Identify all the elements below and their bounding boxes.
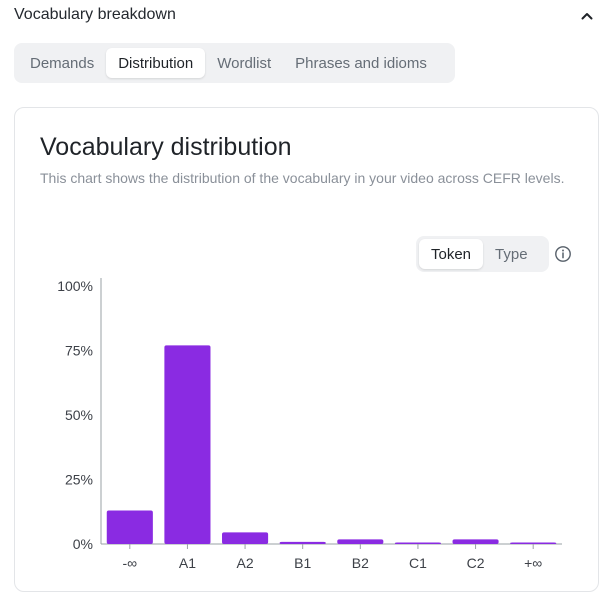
bar-2 <box>222 532 269 544</box>
x-tick-label: C2 <box>467 555 485 571</box>
y-tick-label: 50% <box>65 407 93 423</box>
tab-phrases-and-idioms[interactable]: Phrases and idioms <box>295 54 427 72</box>
x-tick-label: A1 <box>179 555 196 571</box>
bar-6 <box>452 539 499 544</box>
bar-4 <box>337 539 384 544</box>
y-tick-label: 25% <box>65 472 93 488</box>
toggle-type[interactable]: Type <box>495 245 528 263</box>
tab-demands[interactable]: Demands <box>30 54 95 72</box>
distribution-chart: 0% 25% 50% 75% 100% -∞ A1 A2 B1 B2 C1 C2 +∞ <box>57 278 562 571</box>
info-icon[interactable] <box>554 245 572 263</box>
x-tick-label: +∞ <box>524 555 542 571</box>
section-title: Vocabulary breakdown <box>14 6 176 23</box>
y-tick-label: 75% <box>65 343 93 359</box>
x-tick-label: C1 <box>409 555 427 571</box>
card-description: This chart shows the distribution of the… <box>40 170 565 186</box>
bar-1 <box>164 345 211 544</box>
x-tick-label: A2 <box>237 555 254 571</box>
tab-wordlist[interactable]: Wordlist <box>217 54 272 72</box>
toggle-token[interactable]: Token <box>419 239 484 269</box>
section-header: Vocabulary breakdown <box>14 4 599 28</box>
chevron-up-icon <box>581 13 593 20</box>
y-tick-label: 0% <box>73 536 93 552</box>
bar-0 <box>106 510 153 544</box>
distribution-card: Vocabulary distribution This chart shows… <box>14 107 599 592</box>
y-tick-label: 100% <box>57 278 93 294</box>
x-tick-label: -∞ <box>122 555 137 571</box>
tab-bar: Demands Distribution Wordlist Phrases an… <box>14 43 455 83</box>
x-tick-label: B1 <box>294 555 311 571</box>
bar-3 <box>279 541 326 544</box>
collapse-button[interactable] <box>575 4 599 28</box>
tab-distribution[interactable]: Distribution <box>106 48 206 78</box>
count-mode-toggle: Token Type <box>416 236 549 272</box>
bar-5 <box>394 542 441 544</box>
bar-7 <box>510 542 557 544</box>
card-title: Vocabulary distribution <box>40 133 292 161</box>
x-tick-label: B2 <box>352 555 369 571</box>
